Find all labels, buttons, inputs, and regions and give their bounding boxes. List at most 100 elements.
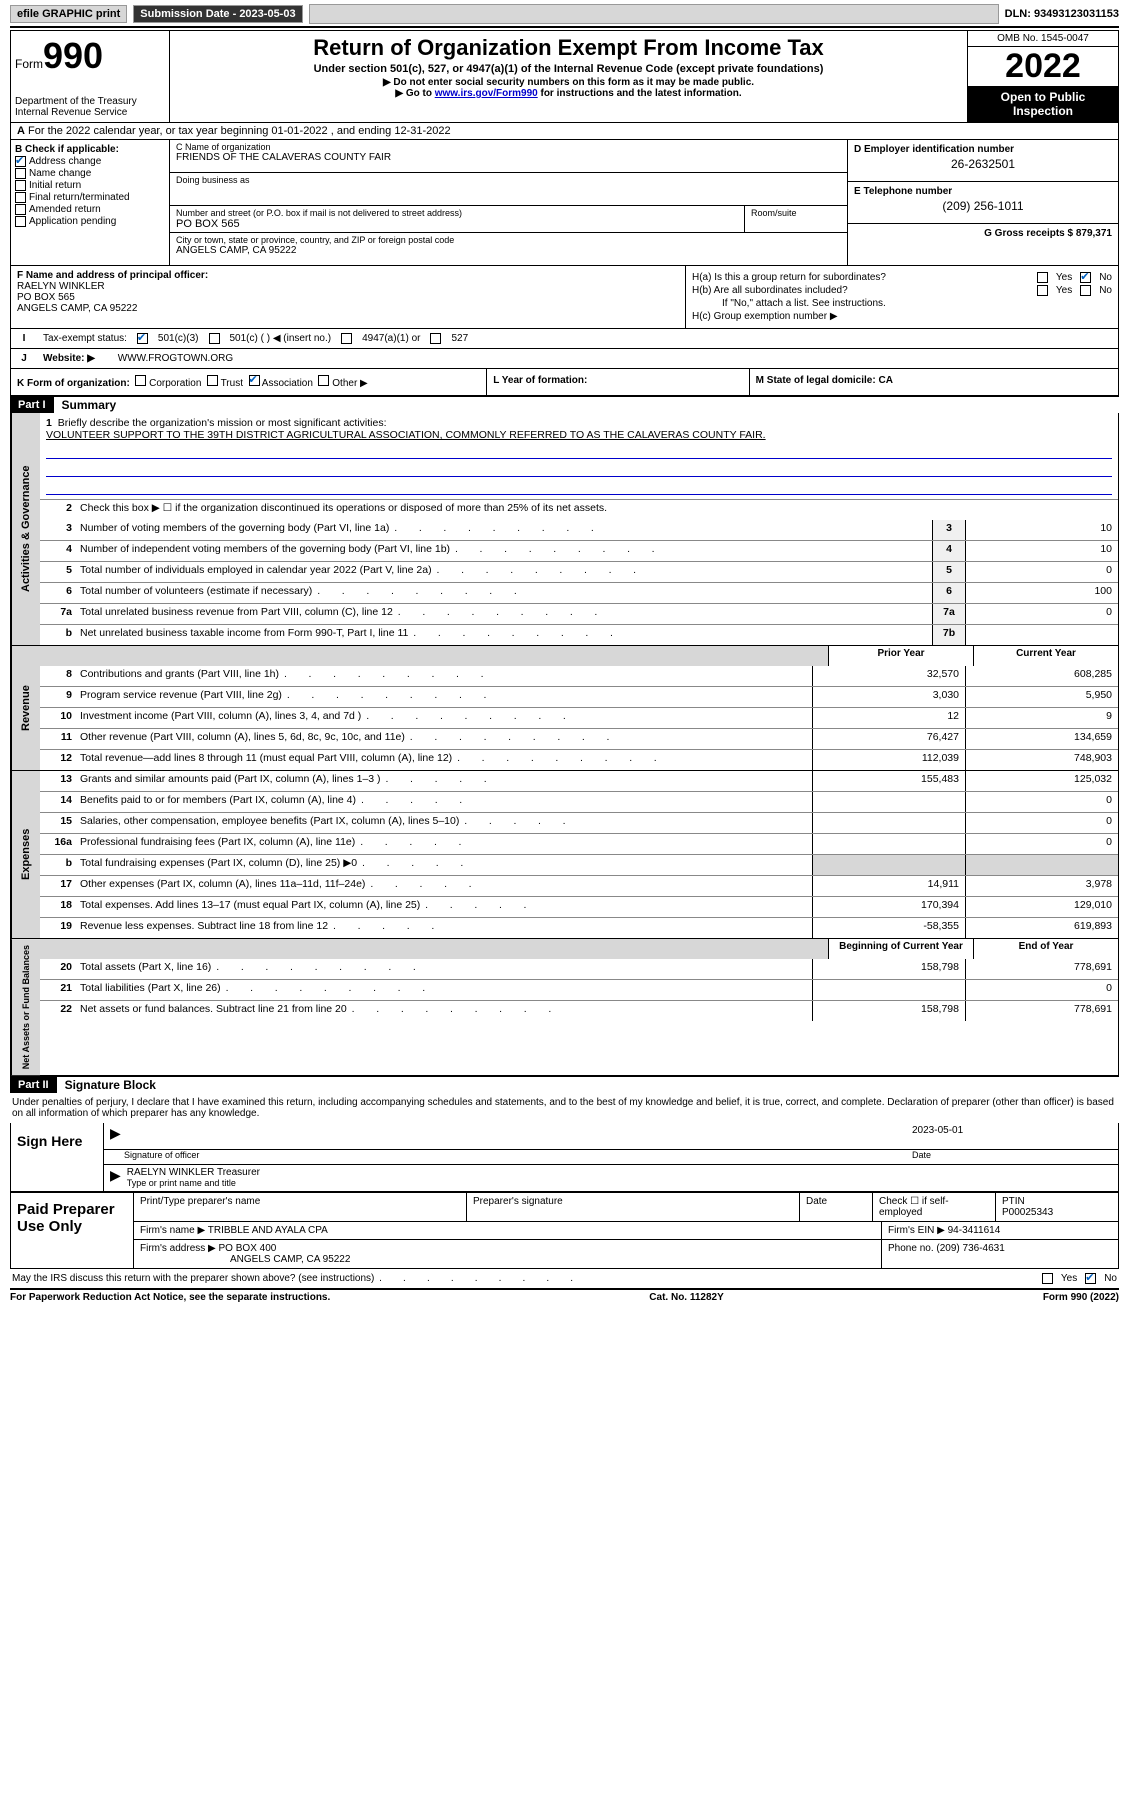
check-amended-return[interactable]: Amended return [15, 204, 165, 215]
501c-check[interactable] [209, 333, 220, 344]
dba-cell: Doing business as [170, 173, 847, 206]
expense-row: 15 Salaries, other compensation, employe… [40, 812, 1118, 833]
part-i-header: Part I [10, 397, 54, 413]
governance-row: b Net unrelated business taxable income … [40, 624, 1118, 645]
room-suite-cell: Room/suite [745, 206, 847, 232]
corp-check[interactable] [135, 375, 146, 386]
row-i-label: I [11, 329, 37, 348]
gross-receipts-cell: G Gross receipts $ 879,371 [848, 224, 1118, 265]
preparer-sig-label: Preparer's signature [467, 1193, 800, 1221]
discuss-yes-check[interactable] [1042, 1273, 1053, 1284]
check-address-change[interactable]: Address change [15, 156, 165, 167]
part-i-title: Summary [54, 398, 117, 412]
expense-row: b Total fundraising expenses (Part IX, c… [40, 854, 1118, 875]
website-value[interactable]: WWW.FROGTOWN.ORG [118, 353, 233, 364]
row-j-label: J [11, 349, 37, 368]
discuss-row: May the IRS discuss this return with the… [10, 1269, 1119, 1290]
irs-link[interactable]: www.irs.gov/Form990 [435, 88, 538, 99]
identity-grid: B Check if applicable: Address change Na… [10, 140, 1119, 266]
toolbar-spacer [309, 4, 999, 24]
form-header: Form990 Department of the Treasury Inter… [10, 30, 1119, 123]
org-name-cell: C Name of organization FRIENDS OF THE CA… [170, 140, 847, 173]
self-employed-check[interactable]: Check ☐ if self-employed [873, 1193, 996, 1221]
footer-row: For Paperwork Reduction Act Notice, see … [10, 1290, 1119, 1305]
declaration-text: Under penalties of perjury, I declare th… [10, 1093, 1119, 1123]
submission-date-badge: Submission Date - 2023-05-03 [133, 5, 302, 23]
expense-row: 17 Other expenses (Part IX, column (A), … [40, 875, 1118, 896]
preparer-date-label: Date [800, 1193, 873, 1221]
sig-date-label: Date [912, 1150, 1112, 1160]
form-title: Return of Organization Exempt From Incom… [176, 35, 961, 61]
sig-officer-label: Signature of officer [124, 1150, 912, 1160]
governance-row: 4 Number of independent voting members o… [40, 540, 1118, 561]
open-public-badge: Open to Public Inspection [968, 86, 1118, 122]
expense-row: 13 Grants and similar amounts paid (Part… [40, 771, 1118, 791]
527-check[interactable] [430, 333, 441, 344]
top-toolbar: efile GRAPHIC print Submission Date - 20… [10, 4, 1119, 24]
vtab-revenue: Revenue [11, 646, 40, 770]
expense-row: 14 Benefits paid to or for members (Part… [40, 791, 1118, 812]
check-initial-return[interactable]: Initial return [15, 180, 165, 191]
sign-here-label: Sign Here [11, 1123, 104, 1191]
state-domicile: M State of legal domicile: CA [749, 369, 1118, 395]
group-return-cell: H(a) Is this a group return for subordin… [685, 266, 1118, 328]
checkbox-column: B Check if applicable: Address change Na… [11, 140, 170, 265]
revenue-row: 12 Total revenue—add lines 8 through 11 … [40, 749, 1118, 770]
governance-row: 6 Total number of volunteers (estimate i… [40, 582, 1118, 603]
hb-no-check[interactable] [1080, 285, 1091, 296]
vtab-net-assets: Net Assets or Fund Balances [11, 939, 40, 1075]
omb-number: OMB No. 1545-0047 [968, 31, 1118, 47]
firm-phone-cell: Phone no. (209) 736-4631 [882, 1240, 1118, 1268]
expense-row: 18 Total expenses. Add lines 13–17 (must… [40, 896, 1118, 917]
efile-print-button[interactable]: efile GRAPHIC print [10, 5, 127, 23]
city-cell: City or town, state or province, country… [170, 233, 847, 265]
year-formation: L Year of formation: [486, 369, 748, 395]
part-ii-header: Part II [10, 1077, 57, 1093]
q2-row: 2 Check this box ▶ ☐ if the organization… [40, 499, 1118, 520]
revenue-row: 9 Program service revenue (Part VIII, li… [40, 686, 1118, 707]
check-final-return[interactable]: Final return/terminated [15, 192, 165, 203]
form-subtitle-2: ▶ Do not enter social security numbers o… [176, 77, 961, 88]
tax-year-range: A For the 2022 calendar year, or tax yea… [10, 123, 1119, 140]
col-b-label: B Check if applicable: [15, 144, 165, 155]
net-asset-row: 22 Net assets or fund balances. Subtract… [40, 1000, 1118, 1021]
form-of-org: K Form of organization: Corporation Trus… [11, 369, 486, 395]
expense-row: 16a Professional fundraising fees (Part … [40, 833, 1118, 854]
ptin-cell: PTINP00025343 [996, 1193, 1118, 1221]
net-asset-row: 20 Total assets (Part X, line 16) 158,79… [40, 959, 1118, 979]
form-subtitle-3: ▶ Go to www.irs.gov/Form990 for instruct… [176, 88, 961, 99]
sig-arrow-icon-2: ▶ [110, 1167, 121, 1189]
part-ii-title: Signature Block [57, 1078, 156, 1092]
revenue-row: 8 Contributions and grants (Part VIII, l… [40, 666, 1118, 686]
paid-preparer-label: Paid Preparer Use Only [11, 1193, 134, 1268]
firm-ein-cell: Firm's EIN ▶ 94-3411614 [882, 1222, 1118, 1239]
trust-check[interactable] [207, 375, 218, 386]
ha-yes-check[interactable] [1037, 272, 1048, 283]
check-application-pending[interactable]: Application pending [15, 216, 165, 227]
tax-year: 2022 [968, 47, 1118, 86]
revenue-row: 11 Other revenue (Part VIII, column (A),… [40, 728, 1118, 749]
vtab-governance: Activities & Governance [11, 413, 40, 645]
website-row: Website: ▶ WWW.FROGTOWN.ORG [37, 349, 1118, 368]
mission-block: 1 Briefly describe the organization's mi… [40, 413, 1118, 499]
sig-arrow-icon: ▶ [110, 1125, 121, 1147]
sig-date: 2023-05-01 [912, 1125, 1112, 1147]
net-header: Beginning of Current Year End of Year [40, 939, 1118, 959]
ein-cell: D Employer identification number 26-2632… [848, 140, 1118, 182]
assoc-check[interactable] [249, 375, 260, 386]
department-label: Department of the Treasury Internal Reve… [15, 96, 165, 118]
expense-row: 19 Revenue less expenses. Subtract line … [40, 917, 1118, 938]
4947-check[interactable] [341, 333, 352, 344]
discuss-no-check[interactable] [1085, 1273, 1096, 1284]
hb-yes-check[interactable] [1037, 285, 1048, 296]
form-number: Form990 [15, 35, 165, 77]
revenue-row: 10 Investment income (Part VIII, column … [40, 707, 1118, 728]
preparer-name-label: Print/Type preparer's name [134, 1193, 467, 1221]
check-name-change[interactable]: Name change [15, 168, 165, 179]
other-check[interactable] [318, 375, 329, 386]
ha-no-check[interactable] [1080, 272, 1091, 283]
firm-name-cell: Firm's name ▶ TRIBBLE AND AYALA CPA [134, 1222, 882, 1239]
form-subtitle-1: Under section 501(c), 527, or 4947(a)(1)… [176, 63, 961, 75]
501c3-check[interactable] [137, 333, 148, 344]
tax-exempt-status: Tax-exempt status: 501(c)(3) 501(c) ( ) … [37, 329, 1118, 348]
